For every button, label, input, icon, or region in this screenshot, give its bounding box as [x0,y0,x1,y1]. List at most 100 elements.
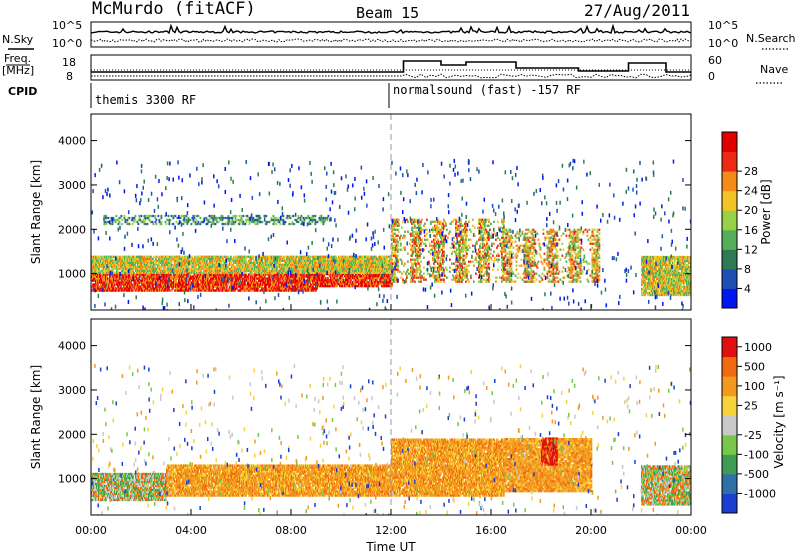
echo-cell [119,279,121,282]
echo-cell [123,277,125,280]
echo-cell [210,265,212,268]
echo-cell [179,275,181,278]
echo-cell [383,272,385,276]
echo-cell [122,255,124,258]
echo-cell [217,265,219,268]
echo-cell [167,257,169,260]
echo-cell [340,282,342,286]
echo-cell [359,259,361,262]
echo-cell [243,255,245,258]
echo-cell [236,275,238,278]
echo-cell [126,281,128,284]
echo-cell [366,265,368,268]
echo-cell [173,269,175,272]
echo-cell [326,280,328,284]
echo-cell [226,287,228,290]
echo-cell [328,278,330,282]
echo-cell [298,257,300,260]
echo-cell [275,289,277,292]
echo-cell [203,283,205,286]
echo-cell [360,259,362,262]
echo-cell [272,287,274,290]
echo-cell [370,262,372,266]
echo-cell [209,281,211,284]
echo-cell [371,263,373,266]
echo-cell [107,273,109,276]
echo-cell [247,265,249,268]
echo-cell [377,261,379,264]
echo-cell [289,263,291,266]
echo-cell [117,255,119,258]
echo-cell [122,269,124,272]
echo-cell [159,273,161,276]
echo-cell [349,257,351,260]
echo-cell [319,272,321,276]
echo-cell [303,265,305,268]
echo-cell [151,267,153,270]
echo-cell [192,220,195,224]
echo-cell [105,289,107,292]
echo-cell [258,283,260,286]
echo-cell [350,276,352,280]
echo-cell [175,259,177,262]
echo-cell [256,267,258,270]
echo-cell [312,257,314,260]
echo-cell [106,277,108,280]
echo-cell [381,267,383,270]
echo-cell [279,271,281,274]
echo-cell [197,255,199,258]
echo-cell [293,271,295,274]
echo-cell [179,265,181,268]
echo-cell [315,269,317,272]
echo-cell [118,216,121,220]
echo-cell [169,261,171,264]
echo-cell [113,255,115,258]
echo-cell [328,261,330,264]
echo-cell [224,269,226,272]
echo-cell [196,279,198,282]
echo-cell [303,275,305,278]
echo-cell [254,277,256,280]
echo-cell [155,273,157,276]
echo-cell [151,269,153,272]
echo-cell [118,263,120,266]
echo-cell [159,287,161,290]
echo-cell [267,265,269,268]
echo-cell [306,257,308,260]
echo-cell [199,261,201,264]
echo-cell [196,263,198,266]
echo-cell [376,282,378,286]
echo-cell [375,278,377,282]
echo-cell [154,275,156,278]
echo-cell [98,277,100,280]
echo-cell [129,257,131,260]
echo-cell [204,265,206,268]
echo-cell [213,259,215,262]
echo-cell [288,283,290,286]
echo-cell [230,275,232,278]
echo-cell [342,272,344,276]
echo-cell [289,285,291,288]
echo-cell [125,269,127,272]
echo-cell [300,263,302,266]
echo-cell [363,263,365,266]
echo-cell [377,267,379,270]
echo-cell [387,263,389,266]
echo-cell [133,218,136,222]
echo-cell [211,257,213,260]
echo-cell [329,274,331,278]
echo-cell [330,262,332,266]
echo-cell [352,271,354,274]
echo-cell [205,218,208,222]
echo-cell [330,265,332,268]
echo-cell [271,283,273,286]
echo-cell [377,257,379,260]
echo-cell [389,265,391,268]
echo-cell [283,281,285,284]
echo-cell [113,265,115,268]
echo-cell [329,255,331,258]
echo-cell [279,289,281,292]
echo-cell [200,275,202,278]
echo-cell [120,271,122,274]
echo-cell [96,263,98,266]
